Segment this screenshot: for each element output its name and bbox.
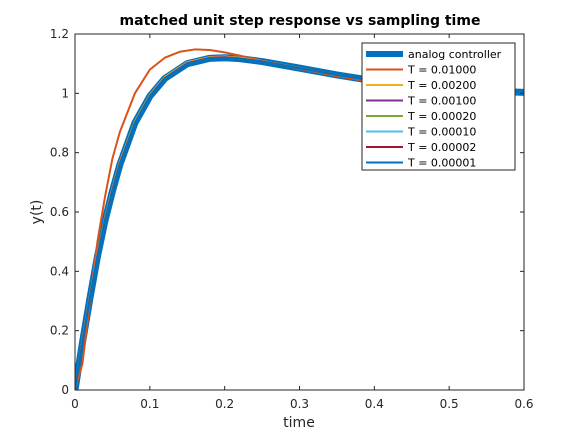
legend-item-0: analog controller <box>366 48 502 61</box>
legend-item-1: T = 0.01000 <box>366 64 476 77</box>
legend-item-7: T = 0.00001 <box>366 157 476 170</box>
x-axis-label: time <box>283 415 315 431</box>
legend-item-4: T = 0.00020 <box>366 110 476 123</box>
legend-item-2: T = 0.00200 <box>366 79 476 92</box>
x-tick-label: 0.4 <box>365 397 384 411</box>
legend-label: T = 0.00200 <box>407 79 476 92</box>
legend: analog controller T = 0.01000 T = 0.00200 T… <box>361 42 516 171</box>
y-tick-label: 0.6 <box>50 205 69 219</box>
y-tick-label: 0.2 <box>50 324 69 338</box>
y-tick-label: 0.4 <box>50 264 69 278</box>
y-tick-label: 1 <box>61 86 69 100</box>
legend-item-6: T = 0.00002 <box>366 141 476 154</box>
legend-label: T = 0.00020 <box>407 110 476 123</box>
x-tick-label: 0.5 <box>440 397 459 411</box>
legend-item-5: T = 0.00010 <box>366 126 476 139</box>
x-tick-label: 0.1 <box>140 397 159 411</box>
x-tick-label: 0.3 <box>290 397 309 411</box>
y-tick-label: 0.8 <box>50 146 69 160</box>
legend-label: analog controller <box>408 48 502 61</box>
x-tick-label: 0.6 <box>514 397 533 411</box>
legend-label: T = 0.00002 <box>407 141 476 154</box>
legend-box <box>361 42 516 171</box>
y-tick-label: 0 <box>61 383 69 397</box>
legend-label: T = 0.00100 <box>407 95 476 108</box>
legend-items: analog controller T = 0.01000 T = 0.00200 T… <box>366 48 502 170</box>
ticks-layer: 0 0.1 0.2 0.3 0.4 0.5 0.6 0 0.2 0.4 0.6 0.8 1 1.2 <box>50 27 534 411</box>
legend-label: T = 0.00001 <box>407 157 476 170</box>
y-axis-label: y(t) <box>29 200 45 225</box>
legend-label: T = 0.00010 <box>407 126 476 139</box>
x-tick-label: 0 <box>71 397 79 411</box>
x-tick-label: 0.2 <box>215 397 234 411</box>
chart-title: matched unit step response vs sampling t… <box>120 13 481 29</box>
legend-label: T = 0.01000 <box>407 64 476 77</box>
y-tick-label: 1.2 <box>50 27 69 41</box>
legend-item-3: T = 0.00100 <box>366 95 476 108</box>
